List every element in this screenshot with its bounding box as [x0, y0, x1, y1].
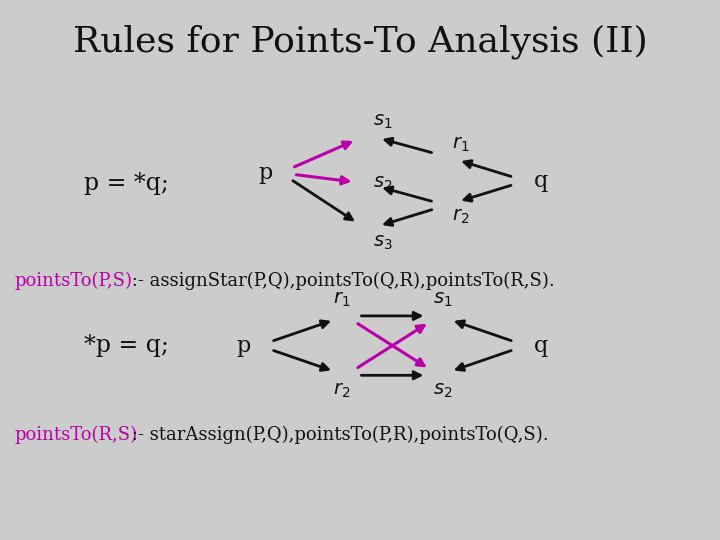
- Text: $s_1$: $s_1$: [373, 112, 392, 131]
- Text: p: p: [236, 335, 251, 356]
- Text: Rules for Points-To Analysis (II): Rules for Points-To Analysis (II): [73, 24, 647, 59]
- Text: q: q: [534, 170, 549, 192]
- Text: pointsTo(R,S): pointsTo(R,S): [14, 426, 138, 444]
- Text: :- starAssign(P,Q),pointsTo(P,R),pointsTo(Q,S).: :- starAssign(P,Q),pointsTo(P,R),pointsT…: [126, 426, 549, 444]
- Text: *p = q;: *p = q;: [84, 334, 168, 357]
- Text: $r_2$: $r_2$: [333, 382, 351, 400]
- Text: $s_1$: $s_1$: [433, 291, 453, 309]
- Text: $s_2$: $s_2$: [433, 382, 452, 400]
- Text: :- assignStar(P,Q),pointsTo(Q,R),pointsTo(R,S).: :- assignStar(P,Q),pointsTo(Q,R),pointsT…: [126, 272, 554, 290]
- Text: q: q: [534, 335, 549, 356]
- Text: $s_3$: $s_3$: [373, 234, 392, 252]
- Text: $r_1$: $r_1$: [452, 136, 469, 154]
- Text: pointsTo(P,S): pointsTo(P,S): [14, 272, 132, 290]
- Text: $r_2$: $r_2$: [452, 208, 469, 226]
- Text: $r_1$: $r_1$: [333, 291, 351, 309]
- Text: p = *q;: p = *q;: [84, 172, 168, 195]
- Text: $s_2$: $s_2$: [373, 174, 392, 193]
- Text: p: p: [258, 162, 272, 184]
